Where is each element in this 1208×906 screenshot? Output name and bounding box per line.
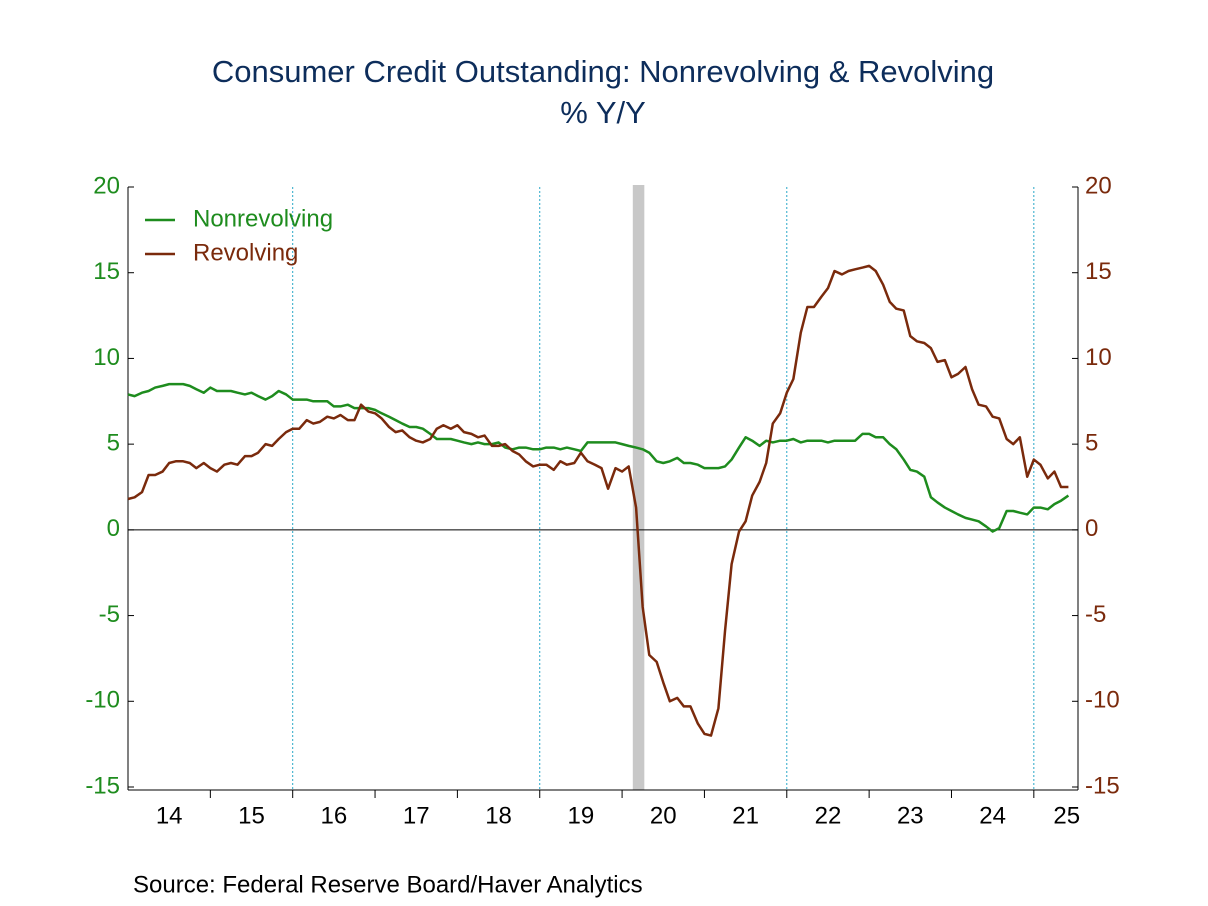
- y-tick-label: 5: [107, 429, 120, 456]
- x-tick-label: 18: [485, 802, 512, 829]
- x-tick-label: 17: [403, 802, 430, 829]
- chart-title: Consumer Credit Outstanding: Nonrevolvin…: [212, 54, 994, 89]
- x-tick-label: 23: [897, 802, 924, 829]
- y-tick-label: 20: [93, 172, 120, 199]
- x-tick-label: 21: [732, 802, 759, 829]
- chart-subtitle: % Y/Y: [560, 95, 646, 130]
- y2-tick-label: -15: [1085, 772, 1120, 799]
- y-tick-label: 0: [107, 515, 120, 542]
- x-tick-label: 24: [979, 802, 1006, 829]
- legend-label: Nonrevolving: [193, 205, 333, 232]
- x-tick-label: 16: [321, 802, 348, 829]
- x-tick-label: 22: [815, 802, 842, 829]
- x-tick-label: 14: [156, 802, 183, 829]
- x-tick-label: 20: [650, 802, 677, 829]
- y2-tick-label: -5: [1085, 601, 1106, 628]
- y2-tick-label: 5: [1085, 429, 1098, 456]
- y2-tick-label: 15: [1085, 258, 1112, 285]
- y2-tick-label: 0: [1085, 515, 1098, 542]
- y-tick-label: -15: [85, 772, 120, 799]
- y-tick-label: 10: [93, 344, 120, 371]
- y-tick-label: -10: [85, 687, 120, 714]
- source-note: Source: Federal Reserve Board/Haver Anal…: [133, 871, 643, 898]
- x-tick-label: 25: [1053, 802, 1080, 829]
- series-line: [127, 264, 1069, 737]
- x-tick-label: 19: [568, 802, 595, 829]
- y2-tick-label: 10: [1085, 344, 1112, 371]
- x-tick-label: 15: [238, 802, 265, 829]
- y2-tick-label: -10: [1085, 687, 1120, 714]
- recession-shading: [632, 185, 645, 790]
- series-line: [127, 382, 1070, 533]
- y-tick-label: -5: [99, 601, 120, 628]
- y-tick-label: 15: [93, 258, 120, 285]
- y2-tick-label: 20: [1085, 172, 1112, 199]
- legend-label: Revolving: [193, 239, 298, 266]
